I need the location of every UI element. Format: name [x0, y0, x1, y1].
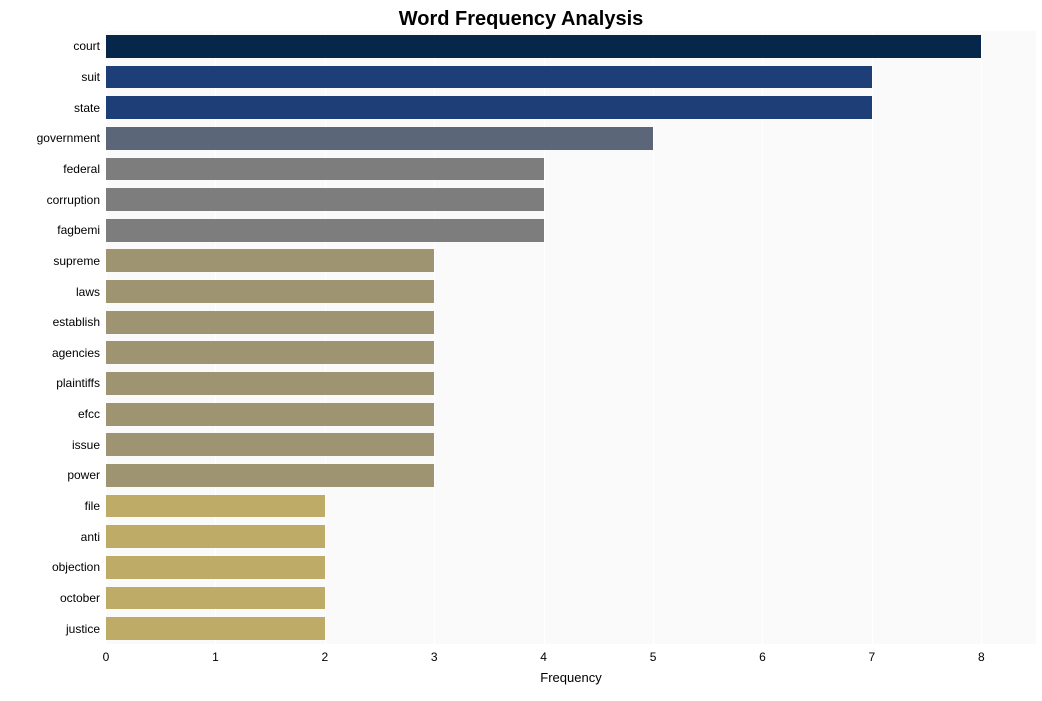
x-tick-label: 7	[869, 644, 876, 664]
y-tick-label: laws	[76, 285, 106, 299]
y-tick-label: federal	[63, 162, 106, 176]
y-tick-label: fagbemi	[57, 223, 106, 237]
bar	[106, 617, 325, 640]
grid-line	[325, 31, 326, 644]
y-tick-label: establish	[53, 315, 106, 329]
y-tick-label: state	[74, 101, 106, 115]
y-tick-label: october	[60, 591, 106, 605]
bar	[106, 127, 653, 150]
y-tick-label: suit	[81, 70, 106, 84]
grid-line	[762, 31, 763, 644]
y-tick-label: corruption	[47, 193, 106, 207]
plot-area: Frequency 012345678courtsuitstategovernm…	[106, 31, 1036, 644]
bar	[106, 219, 544, 242]
y-tick-label: plaintiffs	[56, 376, 106, 390]
y-tick-label: efcc	[78, 407, 106, 421]
bar	[106, 96, 872, 119]
bar	[106, 525, 325, 548]
y-tick-label: agencies	[52, 346, 106, 360]
y-tick-label: anti	[81, 530, 106, 544]
x-tick-label: 4	[540, 644, 547, 664]
grid-line	[653, 31, 654, 644]
x-tick-label: 5	[650, 644, 657, 664]
bar	[106, 280, 434, 303]
grid-line	[981, 31, 982, 644]
bar	[106, 158, 544, 181]
chart-title: Word Frequency Analysis	[0, 8, 1042, 31]
x-tick-label: 6	[759, 644, 766, 664]
x-tick-label: 8	[978, 644, 985, 664]
bar	[106, 403, 434, 426]
y-tick-label: justice	[66, 622, 106, 636]
grid-line	[872, 31, 873, 644]
grid-line	[434, 31, 435, 644]
x-tick-label: 1	[212, 644, 219, 664]
x-axis-title: Frequency	[106, 644, 1036, 685]
y-tick-label: power	[67, 468, 106, 482]
y-tick-label: supreme	[53, 254, 106, 268]
bar	[106, 464, 434, 487]
y-tick-label: file	[85, 499, 106, 513]
bar	[106, 433, 434, 456]
y-tick-label: court	[73, 39, 106, 53]
bar	[106, 587, 325, 610]
grid-line	[106, 31, 107, 644]
bar	[106, 556, 325, 579]
bar	[106, 495, 325, 518]
bar	[106, 66, 872, 89]
bar	[106, 188, 544, 211]
bar	[106, 311, 434, 334]
bar	[106, 35, 981, 58]
x-tick-label: 2	[321, 644, 328, 664]
bar	[106, 372, 434, 395]
grid-line	[544, 31, 545, 644]
y-tick-label: government	[37, 131, 106, 145]
x-tick-label: 0	[103, 644, 110, 664]
y-tick-label: objection	[52, 560, 106, 574]
bar	[106, 341, 434, 364]
word-frequency-chart: Word Frequency Analysis Frequency 012345…	[0, 0, 1042, 701]
bar	[106, 249, 434, 272]
grid-line	[215, 31, 216, 644]
x-tick-label: 3	[431, 644, 438, 664]
y-tick-label: issue	[72, 438, 106, 452]
